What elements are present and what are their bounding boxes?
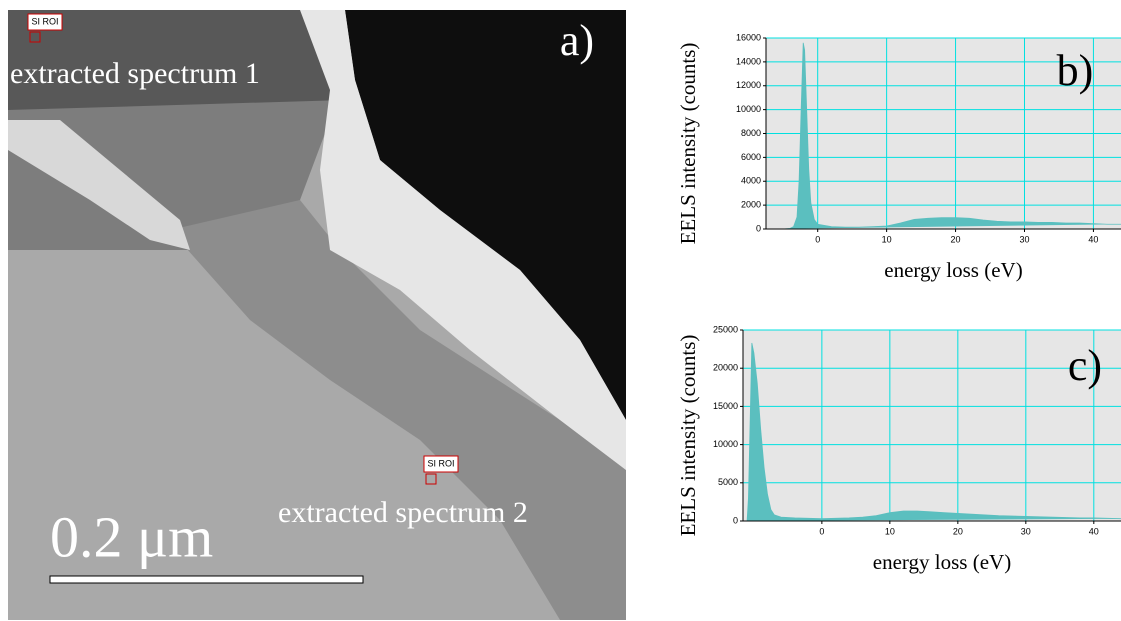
x-axis-label: energy loss (eV) xyxy=(884,258,1022,282)
y-tick-label: 10000 xyxy=(736,104,761,114)
y-tick-label: 16000 xyxy=(736,32,761,42)
x-tick-label: 10 xyxy=(882,234,892,244)
x-tick-label: 40 xyxy=(1089,526,1099,536)
y-tick-label: 10000 xyxy=(713,439,738,449)
x-tick-label: 40 xyxy=(1088,234,1098,244)
panel-label: b) xyxy=(1057,46,1094,95)
y-tick-label: 20000 xyxy=(713,363,738,373)
x-tick-label: 30 xyxy=(1019,234,1029,244)
y-tick-label: 12000 xyxy=(736,80,761,90)
spectrum-area xyxy=(743,342,1121,522)
x-tick-label: 20 xyxy=(953,526,963,536)
x-tick-label: 30 xyxy=(1021,526,1031,536)
x-tick-label: 0 xyxy=(819,526,824,536)
caption: extracted spectrum 2 xyxy=(278,496,528,529)
roi-label: SI ROI xyxy=(31,16,58,26)
y-tick-label: 15000 xyxy=(713,401,738,411)
roi-label: SI ROI xyxy=(427,458,454,468)
y-tick-label: 4000 xyxy=(741,176,761,186)
y-axis-label: EELS intensity (counts) xyxy=(676,335,700,537)
panel-label: a) xyxy=(560,16,594,65)
roi-tag xyxy=(423,455,459,473)
y-tick-label: 5000 xyxy=(718,477,738,487)
y-tick-label: 25000 xyxy=(713,324,738,334)
dark-region xyxy=(345,10,626,420)
y-tick-label: 0 xyxy=(733,515,738,525)
bright-band xyxy=(300,10,626,470)
x-tick-label: 20 xyxy=(951,234,961,244)
caption: extracted spectrum 1 xyxy=(10,57,260,90)
region xyxy=(170,200,626,620)
y-tick-label: 6000 xyxy=(741,152,761,162)
micrograph: a) SI ROI extracted spectrum 1 SI ROI ex… xyxy=(8,10,626,620)
roi-tag xyxy=(27,13,63,31)
scale-label: 0.2 μm xyxy=(50,504,213,569)
y-tick-label: 8000 xyxy=(741,128,761,138)
y-tick-label: 2000 xyxy=(741,200,761,210)
roi-box xyxy=(29,31,41,43)
x-axis-label: energy loss (eV) xyxy=(873,550,1011,574)
y-axis-label: EELS intensity (counts) xyxy=(676,43,700,245)
plot-background xyxy=(743,330,1121,521)
x-tick-label: 0 xyxy=(815,234,820,244)
y-tick-label: 14000 xyxy=(736,56,761,66)
x-tick-label: 10 xyxy=(885,526,895,536)
panel-label: c) xyxy=(1068,341,1102,390)
roi-box xyxy=(425,473,437,485)
region xyxy=(8,10,345,110)
spectrum-area xyxy=(766,42,1121,230)
scale-bar xyxy=(49,575,364,584)
y-tick-label: 0 xyxy=(756,223,761,233)
bright-band xyxy=(8,120,190,250)
